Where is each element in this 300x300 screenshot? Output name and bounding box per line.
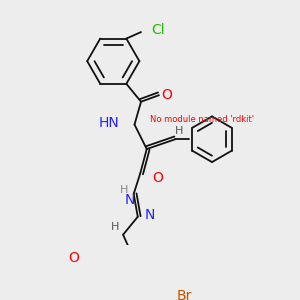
Text: No module named 'rdkit': No module named 'rdkit' xyxy=(150,116,254,124)
Text: O: O xyxy=(162,88,172,102)
Text: O: O xyxy=(69,250,80,265)
Text: HN: HN xyxy=(99,116,120,130)
Text: H: H xyxy=(111,221,119,232)
Text: Br: Br xyxy=(177,289,192,300)
Text: H: H xyxy=(175,126,184,136)
Text: O: O xyxy=(153,171,164,184)
Text: Cl: Cl xyxy=(151,23,164,38)
Text: N: N xyxy=(124,194,135,207)
Text: N: N xyxy=(145,208,155,222)
Text: H: H xyxy=(120,185,128,195)
